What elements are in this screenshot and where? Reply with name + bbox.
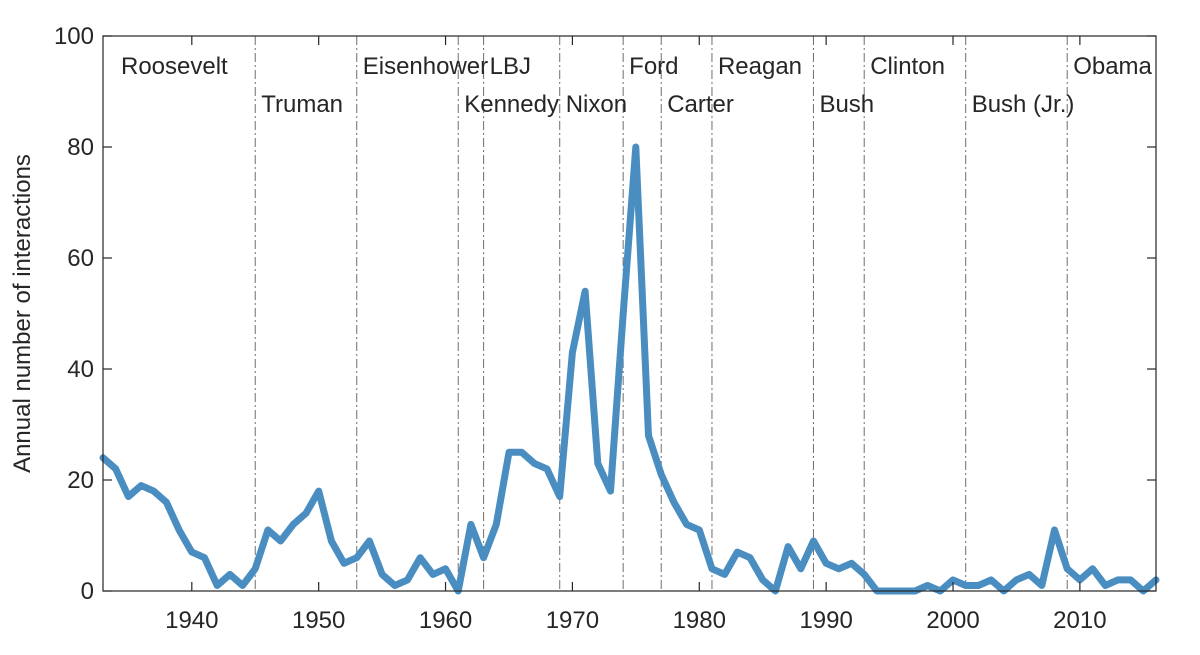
president-label: Reagan <box>718 53 802 80</box>
y-tick-label: 80 <box>67 134 94 161</box>
series-layer <box>99 143 1160 595</box>
president-label: Carter <box>667 91 734 118</box>
y-axis-label: Annual number of interactions <box>9 154 36 473</box>
president-label: Bush (Jr.) <box>972 91 1075 118</box>
x-tick-label: 1990 <box>799 607 852 634</box>
president-label: Roosevelt <box>121 53 228 80</box>
president-label: LBJ <box>490 53 531 80</box>
x-tick-label: 1940 <box>165 607 218 634</box>
president-label: Nixon <box>566 91 627 118</box>
y-tick-label: 40 <box>67 356 94 383</box>
x-tick-label: 2000 <box>926 607 979 634</box>
president-labels: Roosevelt Truman Eisenhower Kennedy LBJ Nixon… <box>121 53 1153 118</box>
y-tick-label: 100 <box>54 23 94 50</box>
x-tick-label: 1970 <box>546 607 599 634</box>
axes-box <box>102 35 1157 592</box>
series-line <box>99 143 1160 595</box>
president-label: Bush <box>819 91 874 118</box>
president-label: Truman <box>261 91 343 118</box>
president-label: Clinton <box>870 53 945 80</box>
x-tick-label: 1960 <box>419 607 472 634</box>
tick-layer: 1940 1950 1960 1970 1980 1990 2000 2010 0 20 40 60 8… <box>54 23 1156 634</box>
x-tick-label: 1980 <box>673 607 726 634</box>
president-dividers <box>254 36 1068 591</box>
president-label: Eisenhower <box>363 53 488 80</box>
president-label: Obama <box>1073 53 1152 80</box>
president-label: Kennedy <box>464 91 559 118</box>
president-label: Ford <box>629 53 678 80</box>
y-tick-label: 60 <box>67 245 94 272</box>
y-tick-label: 20 <box>67 467 94 494</box>
x-tick-label: 1950 <box>292 607 345 634</box>
y-tick-label: 0 <box>81 578 94 605</box>
x-tick-label: 2010 <box>1053 607 1106 634</box>
